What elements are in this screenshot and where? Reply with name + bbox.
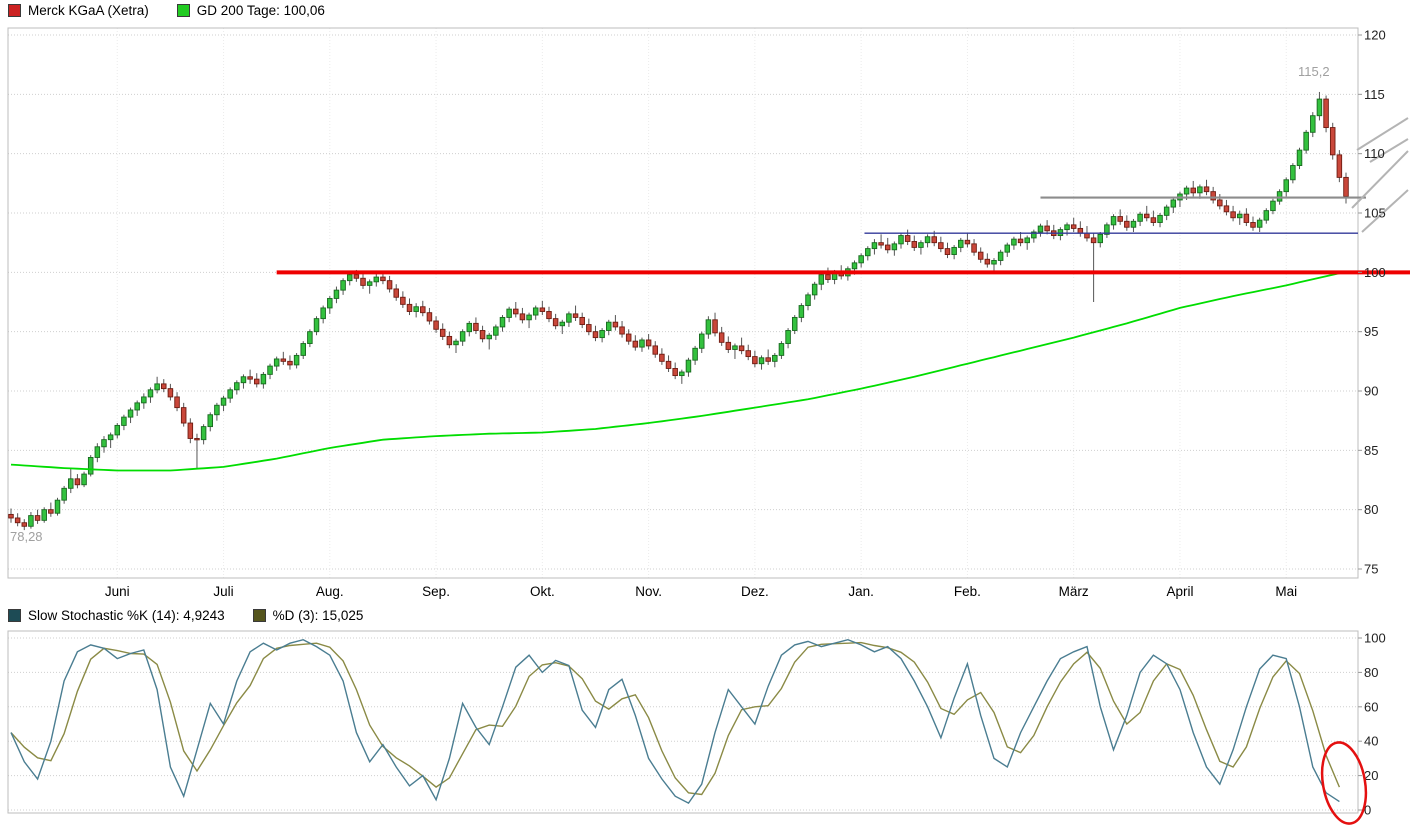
svg-text:40: 40 xyxy=(1364,734,1378,749)
price-series-label: Merck KGaA (Xetra) xyxy=(28,3,149,18)
legend-item-stoch-d: %D (3): 15,025 xyxy=(252,608,364,623)
price-y-axis-labels: 75 80 85 90 95 100 105 110 115 120 xyxy=(1358,28,1386,577)
stoch-d-line xyxy=(10,641,1341,796)
stochastic-panel-legend: Slow Stochastic %K (14): 4,9243 %D (3): … xyxy=(8,608,391,623)
ma200-line xyxy=(10,270,1347,472)
price-x-axis-labels: Juni Juli Aug. Sep. Okt. Nov. Dez. Jan. Feb. März… xyxy=(105,584,1297,599)
svg-text:0: 0 xyxy=(1364,803,1371,818)
svg-text:85: 85 xyxy=(1364,443,1378,458)
svg-text:80: 80 xyxy=(1364,665,1378,680)
price-annotation: 115,2 xyxy=(1298,64,1330,79)
svg-text:60: 60 xyxy=(1364,699,1378,714)
stoch-y-axis-labels: 0 20 40 60 80 100 xyxy=(1358,631,1386,818)
svg-text:Nov.: Nov. xyxy=(635,584,662,599)
svg-text:Juli: Juli xyxy=(213,584,233,599)
svg-text:105: 105 xyxy=(1364,206,1386,221)
price-panel-legend: Merck KGaA (Xetra) GD 200 Tage: 100,06 xyxy=(8,3,353,18)
highlight-ellipse xyxy=(1320,741,1368,825)
legend-item-gd200: GD 200 Tage: 100,06 xyxy=(176,3,325,18)
svg-text:März: März xyxy=(1059,584,1089,599)
svg-text:Mai: Mai xyxy=(1275,584,1297,599)
stoch-plot-border xyxy=(7,630,1359,814)
stoch-d-swatch xyxy=(252,609,266,622)
stoch-k-line xyxy=(10,638,1340,805)
gd200-label: GD 200 Tage: 100,06 xyxy=(196,3,325,18)
svg-text:100: 100 xyxy=(1364,265,1386,280)
price-plot-border xyxy=(7,27,1359,579)
stoch-d-label: %D (3): 15,025 xyxy=(272,608,364,623)
svg-text:90: 90 xyxy=(1364,384,1378,399)
svg-text:115: 115 xyxy=(1364,87,1385,102)
svg-text:Okt.: Okt. xyxy=(530,584,555,599)
svg-text:Feb.: Feb. xyxy=(954,584,981,599)
svg-text:Dez.: Dez. xyxy=(741,584,769,599)
stoch-k-swatch xyxy=(8,609,21,622)
gd200-swatch xyxy=(176,4,190,17)
svg-text:110: 110 xyxy=(1364,146,1385,161)
svg-text:120: 120 xyxy=(1364,28,1386,43)
svg-text:Juni: Juni xyxy=(105,584,130,599)
trendline-sketches xyxy=(1351,117,1409,233)
price-series-swatch xyxy=(8,4,21,17)
candles-layer xyxy=(8,91,1349,531)
price-annotation: 78,28 xyxy=(10,529,43,544)
legend-item-price-series: Merck KGaA (Xetra) xyxy=(8,3,149,18)
svg-text:Aug.: Aug. xyxy=(316,584,344,599)
svg-text:Sep.: Sep. xyxy=(422,584,450,599)
svg-text:April: April xyxy=(1166,584,1193,599)
svg-text:Jan.: Jan. xyxy=(848,584,874,599)
legend-item-stoch-k: Slow Stochastic %K (14): 4,9243 xyxy=(8,608,225,623)
stoch-k-label: Slow Stochastic %K (14): 4,9243 xyxy=(28,608,225,623)
svg-text:95: 95 xyxy=(1364,324,1378,339)
price-gridlines xyxy=(8,28,1358,578)
stoch-gridlines xyxy=(8,637,1358,811)
svg-text:100: 100 xyxy=(1364,631,1386,646)
svg-text:75: 75 xyxy=(1364,562,1378,577)
svg-text:80: 80 xyxy=(1364,502,1378,517)
svg-text:20: 20 xyxy=(1364,768,1378,783)
